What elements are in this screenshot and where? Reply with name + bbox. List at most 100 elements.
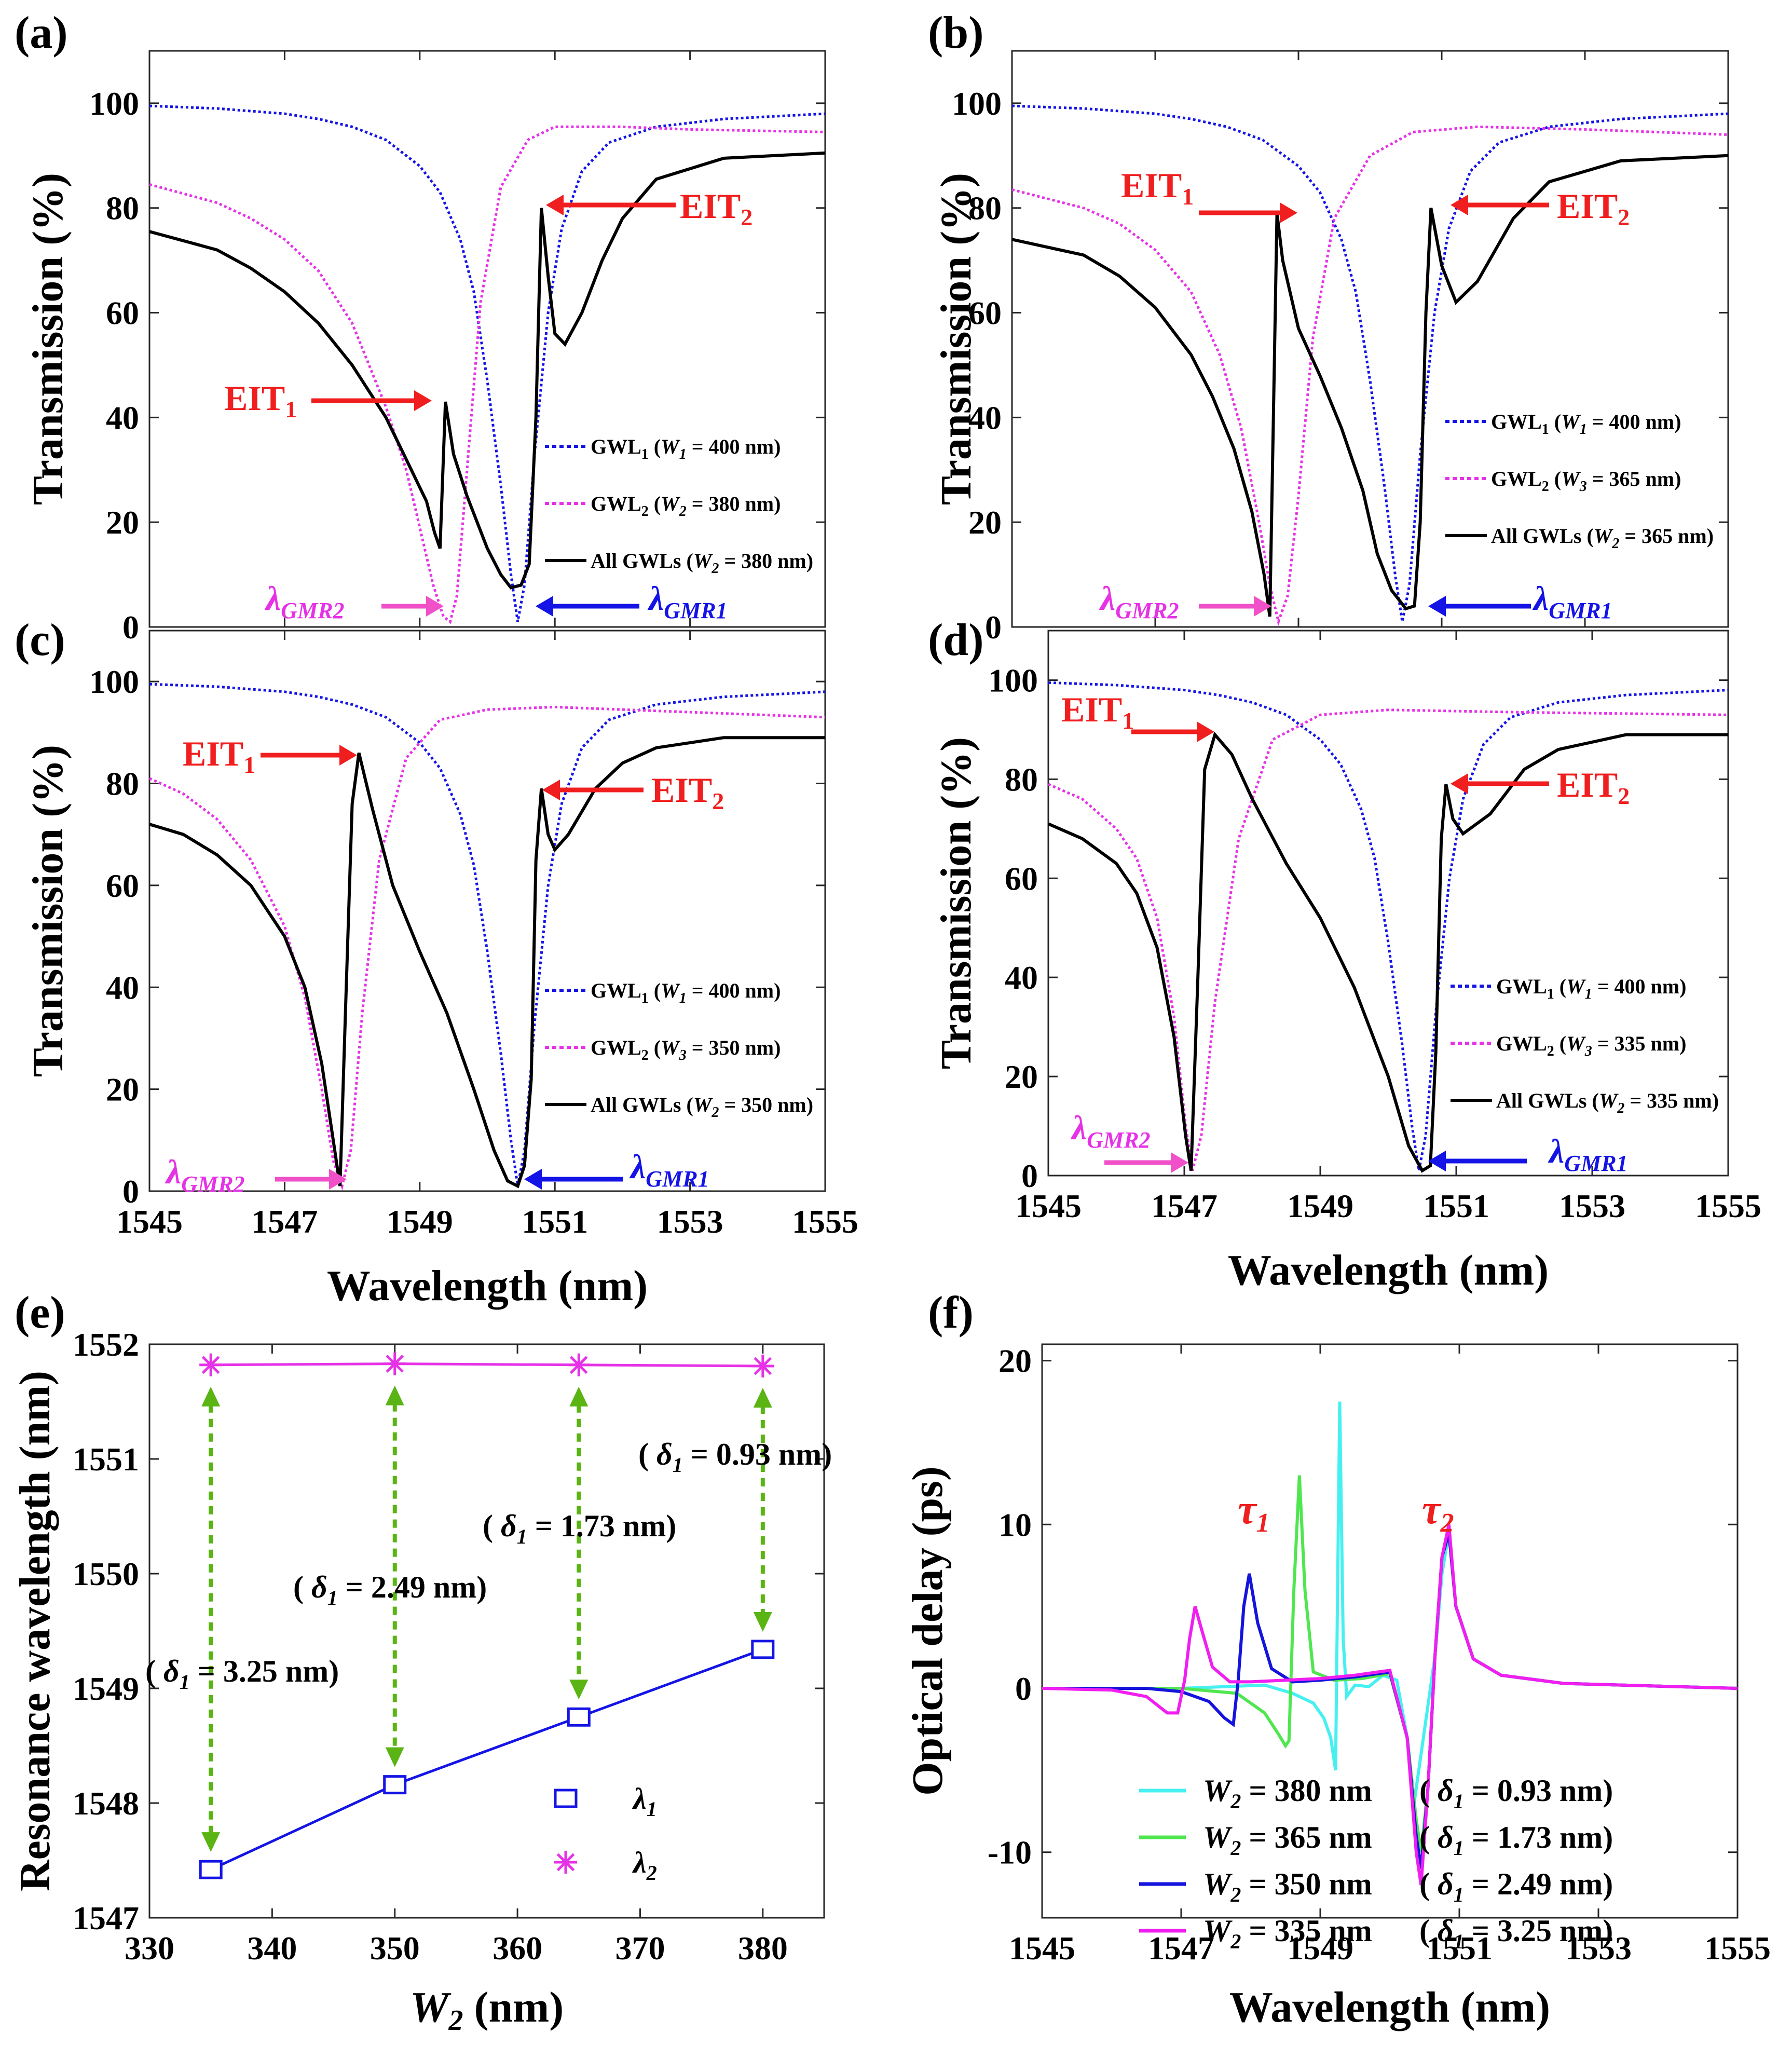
- y-tick-label: 100: [89, 85, 139, 122]
- panel-f: -10 0 10 20 1545 1547 1549 1551 1553 1555 (f) Optic…: [904, 1288, 1771, 2031]
- x-tick-label: 1555: [1695, 1188, 1761, 1224]
- y-tick-label: 20: [1005, 1058, 1038, 1095]
- y-tick-label: 0: [1021, 1157, 1038, 1194]
- delta-symbol: δ: [1438, 1820, 1454, 1854]
- eit1-label: EIT1: [1061, 690, 1134, 734]
- y-tick-label: 1547: [73, 1900, 139, 1936]
- delay-w365-line: [1042, 1475, 1738, 1853]
- delta-value: = 1.73 nm): [1464, 1820, 1613, 1854]
- delay-w380-line: [1042, 1401, 1738, 1804]
- legend-lambda1: λ1: [632, 1782, 657, 1821]
- text-span: (: [145, 1654, 163, 1688]
- delta-annotation: ( δ1 = 0.93 nm): [638, 1437, 832, 1477]
- subscript: 2: [1618, 204, 1630, 230]
- lambda2-asterisk-marker: [199, 1353, 223, 1376]
- delta-symbol: δ: [1438, 1867, 1454, 1901]
- text-span: EIT: [1121, 166, 1182, 205]
- eit2-label: EIT2: [1557, 765, 1630, 809]
- delta-symbol: δ: [1438, 1914, 1454, 1948]
- legend-delta: ( δ1 = 0.93 nm): [1419, 1773, 1613, 1813]
- legend-var: W: [661, 979, 680, 1002]
- text-span: λ: [1070, 1109, 1087, 1147]
- y-tick-label: 100: [89, 663, 139, 700]
- subscript: 1: [180, 1670, 190, 1694]
- legend-var: W: [1599, 1089, 1619, 1112]
- gmr2-label: λGMR2: [264, 580, 345, 623]
- eit2-arrow-head: [546, 195, 564, 215]
- x-tick-label: 1547: [251, 1203, 318, 1240]
- legend-text: (: [1554, 975, 1566, 998]
- gmr2-arrow-head: [1254, 596, 1271, 617]
- legend-text: = 400 nm): [687, 979, 781, 1002]
- subscript: 1: [1256, 1508, 1270, 1538]
- delta-symbol: δ: [656, 1437, 673, 1471]
- x-axis-label: W2 (nm): [410, 1983, 564, 2037]
- asterisk-stroke: [556, 1853, 575, 1872]
- legend-var: W: [693, 1093, 713, 1116]
- gmr2-arrow-head: [329, 1169, 347, 1190]
- delta-value: = 2.49 nm): [338, 1570, 487, 1604]
- x-tick-label: 340: [247, 1930, 297, 1967]
- text-span: λ: [1532, 580, 1549, 618]
- subscript: 2: [679, 503, 687, 520]
- legend-lambda2: λ2: [632, 1846, 657, 1885]
- delta-symbol: δ: [311, 1570, 327, 1604]
- x-tick-label: 1545: [1009, 1930, 1075, 1967]
- legend-entry: All GWLs (W2 = 335 nm): [1496, 1089, 1719, 1116]
- x-tick-label: 1551: [1423, 1188, 1489, 1224]
- x-tick-label: 370: [615, 1930, 665, 1967]
- text-span: GWL: [591, 492, 641, 515]
- text-span: EIT: [183, 734, 243, 773]
- text-span: EIT: [1061, 690, 1122, 729]
- gmr2-label: λGMR2: [1070, 1109, 1151, 1153]
- subscript: 1: [285, 396, 297, 422]
- subscript: 2: [1617, 1100, 1624, 1116]
- y-tick-label: 40: [106, 399, 139, 436]
- text-span: λ: [647, 580, 664, 618]
- gmr1-arrow-head: [536, 596, 553, 617]
- panel-letter: (a): [15, 8, 68, 58]
- subscript: 3: [1584, 1043, 1592, 1059]
- lambda2-asterisk-marker: [567, 1353, 591, 1376]
- plot-frame: [1011, 50, 1729, 628]
- legend-entry: GWL2 (W3 = 335 nm): [1496, 1032, 1686, 1059]
- subscript: 2: [1440, 1508, 1454, 1538]
- y-tick-label: 1548: [73, 1785, 139, 1822]
- legend-var: W: [1566, 975, 1586, 998]
- y-tick-label: -10: [988, 1834, 1032, 1871]
- text-span: GWL: [591, 1036, 641, 1059]
- subscript: 2: [1618, 783, 1630, 809]
- legend-var: W: [1561, 467, 1581, 490]
- gwl1-curve: [1011, 104, 1729, 622]
- y-tick-label: 1552: [73, 1326, 139, 1363]
- subscript: 2: [448, 2004, 463, 2037]
- eit2-arrow-head: [542, 780, 560, 800]
- legend-text: = 335 nm: [1241, 1914, 1372, 1948]
- y-tick-label: 80: [106, 190, 139, 227]
- legend-var: W: [661, 492, 680, 515]
- gwl1-curve: [1048, 681, 1729, 1171]
- text-span: EIT: [224, 378, 285, 418]
- legend-entry: GWL2 (W2 = 380 nm): [591, 492, 781, 520]
- text-span: (: [638, 1437, 656, 1471]
- subscript: 2: [711, 1104, 719, 1121]
- lambda2-line: [211, 1362, 763, 1368]
- y-axis-label: Transmission (%): [24, 745, 72, 1077]
- legend-var: W: [1566, 1032, 1586, 1055]
- lambda1-square-marker: [383, 1775, 407, 1795]
- y-tick-label: 80: [1005, 761, 1038, 798]
- subscript: 2: [641, 1047, 649, 1063]
- subscript: 1: [641, 446, 649, 462]
- delta-arrow-head-up: [753, 1387, 772, 1408]
- text-span: λ: [632, 1846, 647, 1879]
- delay-w335-line: [1042, 1524, 1738, 1886]
- eit2-label: EIT2: [651, 770, 724, 814]
- gwl2-curve: [149, 125, 826, 624]
- x-tick-label: 360: [493, 1930, 542, 1967]
- y-tick-label: 60: [106, 867, 139, 904]
- text-span: (: [1419, 1867, 1438, 1901]
- legend-text: = 380 nm): [719, 549, 813, 572]
- eit1-arrow-head: [414, 390, 432, 411]
- legend-var: W: [661, 435, 680, 458]
- gmr1-arrow-head: [1428, 1151, 1446, 1171]
